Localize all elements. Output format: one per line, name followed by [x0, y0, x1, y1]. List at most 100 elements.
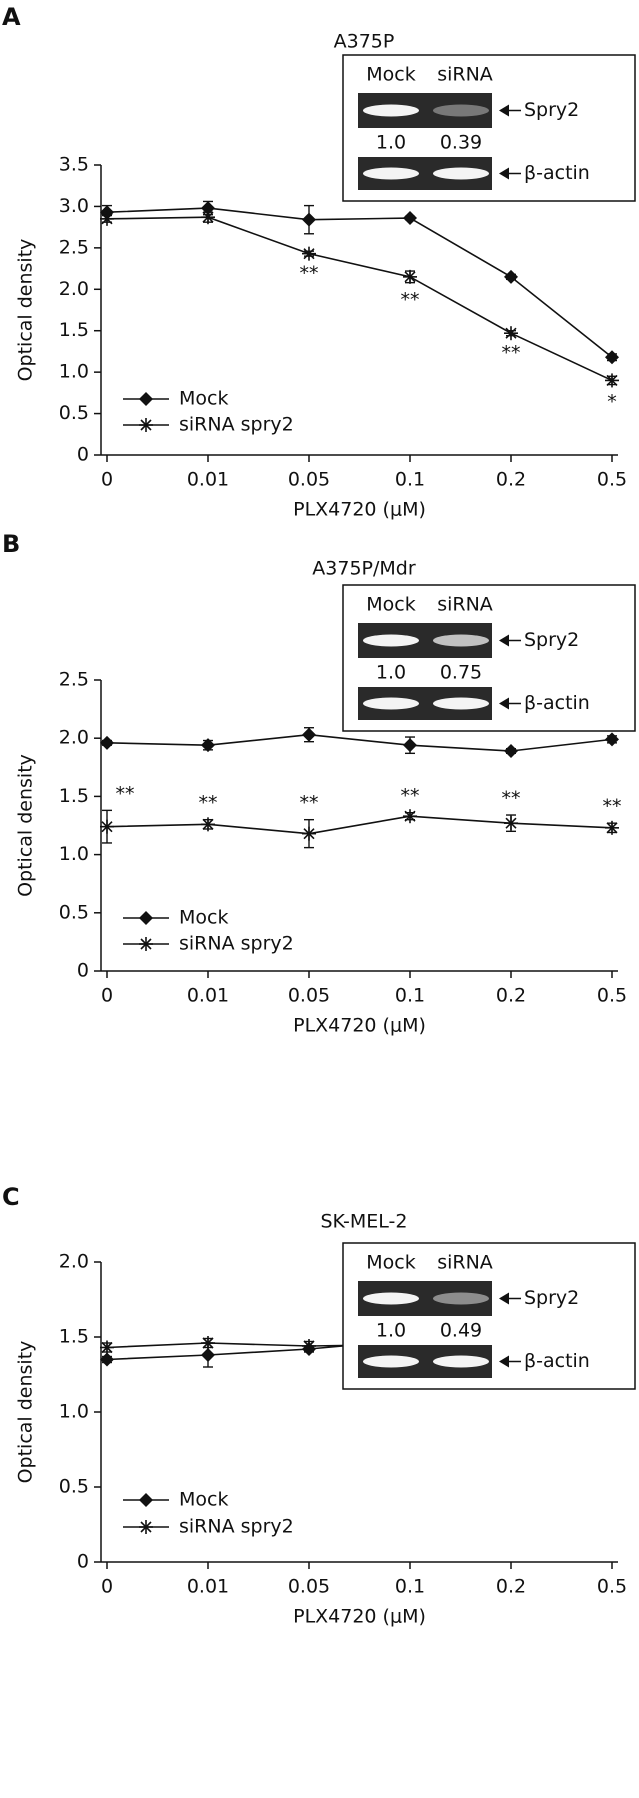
asterisk-marker	[302, 246, 316, 261]
y-tick-label: 1.0	[59, 843, 89, 865]
target-band	[363, 634, 419, 647]
asterisk-marker	[100, 211, 114, 226]
band-label: Spry2	[524, 629, 579, 651]
diamond-marker	[139, 911, 153, 925]
y-tick-label: 0.5	[59, 1476, 89, 1498]
control-band	[363, 1355, 419, 1368]
diamond-marker	[403, 211, 417, 226]
band-label: β-actin	[524, 692, 590, 714]
asterisk-stroke	[505, 327, 517, 339]
lane-label: Mock	[366, 1252, 415, 1274]
asterisk-marker	[504, 326, 518, 341]
y-tick-label: 3.0	[59, 195, 89, 217]
target-band	[433, 1292, 489, 1305]
asterisk-stroke	[606, 822, 618, 834]
ratio-label: 1.0	[376, 1320, 406, 1342]
y-tick-label: 3.5	[59, 154, 89, 176]
series-line	[106, 815, 613, 835]
band-label: β-actin	[524, 162, 590, 184]
lane-label: siRNA	[437, 1252, 493, 1274]
legend-label: Mock	[179, 907, 228, 929]
diamond-marker	[139, 1493, 153, 1507]
asterisk-stroke	[101, 821, 113, 833]
chart-title: A375P	[334, 31, 395, 53]
asterisk-stroke	[101, 1341, 113, 1354]
asterisk-marker	[201, 1336, 215, 1350]
x-tick-label: 0.01	[187, 469, 229, 491]
chart-title: A375P/Mdr	[312, 558, 416, 580]
x-tick-label: 0	[101, 1576, 113, 1598]
significance-label: **	[300, 792, 319, 814]
x-tick-label: 0.1	[395, 1576, 425, 1598]
ratio-label: 0.39	[440, 132, 482, 154]
x-tick-label: 0.1	[395, 985, 425, 1007]
diamond-marker	[302, 212, 316, 227]
series-line	[106, 207, 613, 358]
y-tick-label: 1.0	[59, 361, 89, 383]
significance-label: **	[502, 788, 521, 810]
asterisk-stroke	[404, 271, 416, 283]
asterisk-marker	[605, 820, 619, 835]
arrow-head	[499, 167, 509, 180]
y-tick-label: 2.0	[59, 278, 89, 300]
significance-label: **	[116, 783, 135, 805]
lane-label: Mock	[366, 64, 415, 86]
asterisk-marker	[139, 418, 153, 432]
target-band	[363, 104, 419, 117]
significance-label: **	[401, 785, 420, 807]
arrow-head	[499, 1292, 509, 1305]
control-band	[433, 697, 489, 710]
arrow-head	[499, 697, 509, 710]
asterisk-marker	[139, 1520, 153, 1534]
diamond-marker	[201, 738, 215, 753]
x-tick-label: 0.05	[288, 469, 330, 491]
x-tick-label: 0.01	[187, 985, 229, 1007]
y-tick-label: 2.0	[59, 727, 89, 749]
band-label: β-actin	[524, 1350, 590, 1372]
y-tick-label: 1.5	[59, 785, 89, 807]
y-tick-label: 2.5	[59, 236, 89, 258]
asterisk-marker	[302, 1339, 316, 1353]
asterisk-marker	[403, 269, 417, 284]
diamond-marker	[201, 1348, 215, 1362]
asterisk-marker	[139, 937, 153, 951]
ratio-label: 1.0	[376, 662, 406, 684]
x-tick-label: 0.2	[496, 985, 526, 1007]
asterisk-marker	[302, 826, 316, 841]
diamond-marker	[100, 735, 114, 750]
asterisk-stroke	[303, 248, 315, 260]
x-tick-label: 0.5	[597, 985, 627, 1007]
ratio-label: 0.49	[440, 1320, 482, 1342]
asterisk-stroke	[101, 213, 113, 225]
significance-label: **	[401, 289, 420, 311]
x-tick-label: 0.01	[187, 1576, 229, 1598]
legend-label: siRNA spry2	[179, 1516, 294, 1538]
asterisk-stroke	[404, 810, 416, 822]
diamond-marker	[403, 738, 417, 753]
arrow-head	[499, 634, 509, 647]
asterisk-stroke	[303, 1340, 315, 1352]
asterisk-marker	[605, 373, 619, 388]
asterisk-stroke	[606, 374, 618, 386]
y-tick-label: 0.5	[59, 402, 89, 424]
asterisk-marker	[504, 816, 518, 831]
asterisk-stroke	[202, 1337, 214, 1349]
y-tick-label: 0	[77, 1551, 89, 1573]
band-label: Spry2	[524, 1287, 579, 1309]
ratio-label: 0.75	[440, 662, 482, 684]
significance-label: **	[199, 792, 218, 814]
panel-label: C	[2, 1183, 20, 1211]
diamond-marker	[504, 269, 518, 284]
asterisk-marker	[100, 819, 114, 834]
x-tick-label: 0.05	[288, 1576, 330, 1598]
diamond-marker	[302, 727, 316, 742]
control-band	[363, 167, 419, 180]
band-label: Spry2	[524, 99, 579, 121]
y-tick-label: 1.0	[59, 1401, 89, 1423]
lane-label: siRNA	[437, 64, 493, 86]
x-tick-label: 0.5	[597, 469, 627, 491]
chart-title: SK-MEL-2	[321, 1211, 408, 1233]
y-tick-label: 1.5	[59, 319, 89, 341]
lane-label: Mock	[366, 594, 415, 616]
x-tick-label: 0.05	[288, 985, 330, 1007]
